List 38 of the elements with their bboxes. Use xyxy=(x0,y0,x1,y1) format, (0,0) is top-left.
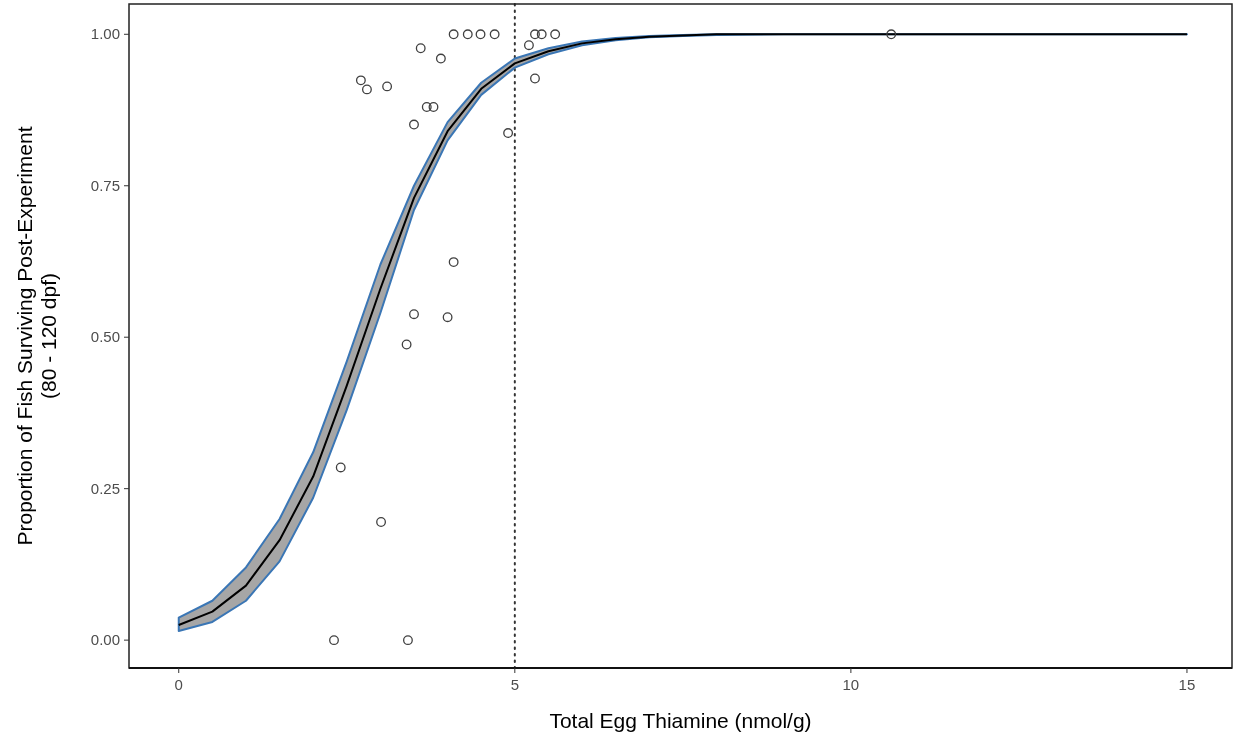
x-tick-label: 5 xyxy=(510,676,519,693)
point xyxy=(475,29,486,40)
point xyxy=(409,119,419,130)
y-tick-label: 1.00 xyxy=(90,25,120,43)
point xyxy=(503,128,514,138)
point xyxy=(382,81,393,92)
x-axis-title: Total Egg Thiamine (nmol/g) xyxy=(549,709,812,732)
point xyxy=(536,29,547,40)
point xyxy=(886,29,897,40)
point xyxy=(428,102,439,112)
point xyxy=(409,309,419,320)
y-tick-label: 0.50 xyxy=(90,328,120,346)
y-tick-label: 0.25 xyxy=(90,479,120,497)
point xyxy=(448,29,459,40)
point xyxy=(523,40,534,51)
y-tick-label: 0.75 xyxy=(90,176,120,194)
point xyxy=(376,517,387,527)
y-tick-label: 0.00 xyxy=(90,631,120,649)
point xyxy=(361,84,372,95)
point xyxy=(415,43,426,54)
x-tick-label: 15 xyxy=(1178,676,1196,693)
point xyxy=(530,29,540,40)
point xyxy=(442,312,453,323)
point xyxy=(462,29,473,40)
point xyxy=(355,75,366,86)
point xyxy=(489,29,500,40)
point xyxy=(335,462,346,473)
point xyxy=(550,29,561,40)
point xyxy=(421,102,432,112)
point xyxy=(448,257,459,268)
point xyxy=(435,53,446,64)
x-tick-label: 10 xyxy=(842,676,860,693)
point xyxy=(402,635,413,646)
point xyxy=(329,635,339,646)
x-tick-label: 0 xyxy=(174,676,183,693)
y-axis-title: Proportion of Fish Surviving Post-Experiment (80 - 120 dpf) xyxy=(13,126,60,546)
point xyxy=(530,73,540,84)
point xyxy=(401,339,412,350)
